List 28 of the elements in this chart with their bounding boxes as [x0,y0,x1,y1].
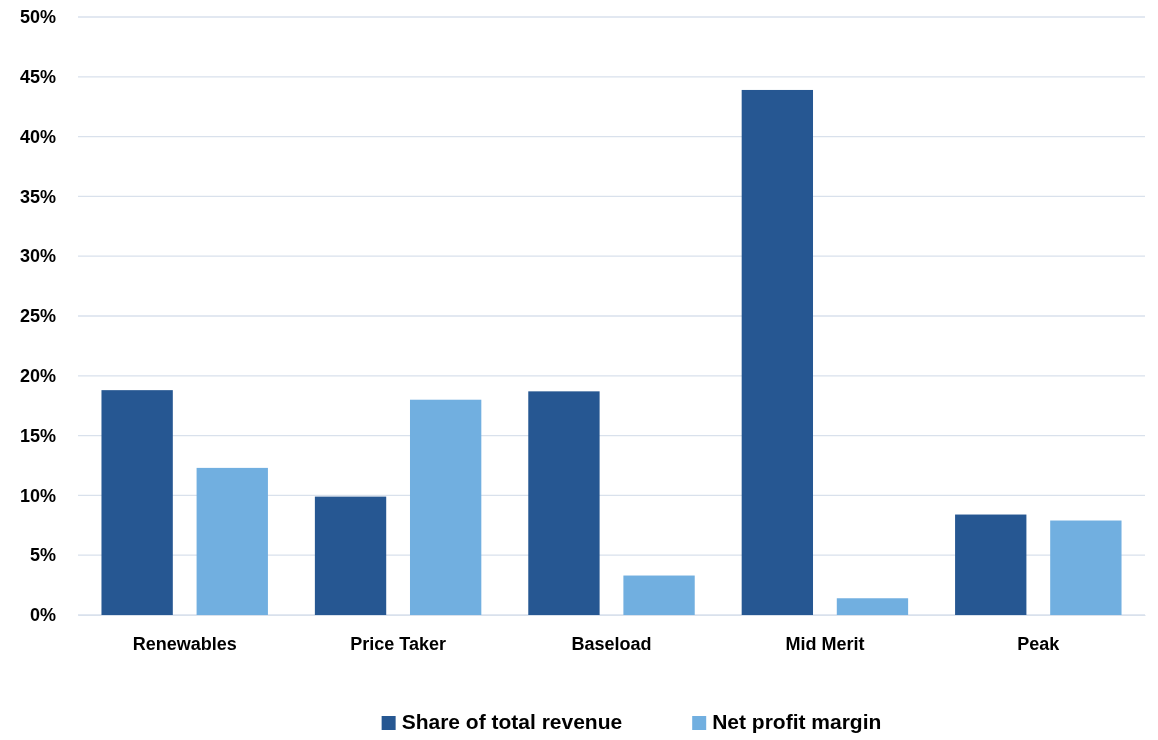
bar [836,598,909,615]
legend-label: Net profit margin [712,710,882,733]
x-tick-label: Peak [1017,633,1061,654]
x-tick-label: Renewables [132,633,237,654]
bar [955,514,1027,615]
y-tick-label: 35% [19,186,56,207]
y-tick-label: 30% [19,246,56,267]
y-tick-label: 50% [19,7,56,28]
legend-label: Share of total revenue [401,710,623,733]
y-tick-label: 40% [19,126,56,147]
y-tick-label: 45% [19,67,56,88]
bar [196,467,268,615]
bar [528,391,600,615]
x-tick-label: Mid Merit [785,633,865,654]
x-tick-label: Baseload [571,633,652,654]
y-tick-label: 5% [29,545,56,566]
y-tick-label: 0% [29,605,56,626]
bar [1050,520,1122,615]
y-tick-label: 15% [19,425,56,446]
x-tick-label: Price Taker [350,633,446,654]
bar [409,399,482,615]
bar [623,575,695,615]
y-tick-label: 10% [19,485,56,506]
y-tick-label: 25% [19,306,56,327]
bar [314,496,387,615]
bar [101,390,173,615]
bar [741,89,814,615]
y-tick-label: 20% [19,366,56,387]
